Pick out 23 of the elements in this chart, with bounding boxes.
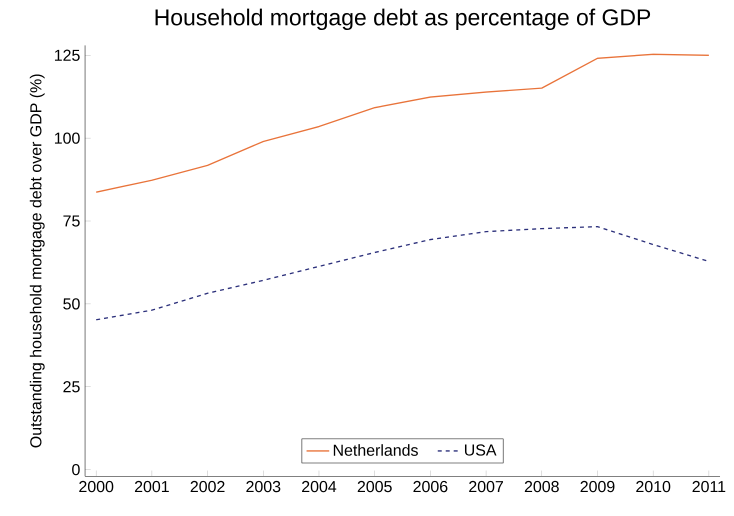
y-tick-label: 0 bbox=[72, 464, 80, 476]
y-tick-label: 25 bbox=[63, 381, 80, 392]
line-series bbox=[96, 54, 710, 193]
y-tick-label: 75 bbox=[63, 216, 80, 227]
x-tick-label: 2010 bbox=[636, 480, 670, 492]
legend-label: USA bbox=[464, 444, 496, 456]
x-tick-label: 2007 bbox=[469, 480, 503, 492]
y-tick-label: 50 bbox=[63, 298, 80, 310]
x-tick-label: 2005 bbox=[358, 480, 392, 492]
x-tick-label: 2001 bbox=[134, 480, 169, 492]
x-tick-label: 2009 bbox=[580, 480, 614, 492]
x-tick-label: 2002 bbox=[190, 480, 225, 492]
y-axis-title: Outstanding household mortgage debt over GDP (%) bbox=[30, 74, 45, 448]
x-tick-label: 2000 bbox=[79, 480, 114, 492]
chart-title: Household mortgage debt as percentage of GDP bbox=[156, 8, 650, 30]
x-tick-label: 2006 bbox=[413, 480, 448, 492]
x-tick-label: 2004 bbox=[302, 480, 336, 492]
y-tick-label: 100 bbox=[54, 132, 80, 144]
legend-label: Netherlands bbox=[334, 444, 418, 456]
y-tick-label: 125 bbox=[54, 50, 80, 61]
x-tick-label: 2003 bbox=[246, 480, 280, 492]
x-tick-label: 2011 bbox=[692, 480, 726, 492]
x-tick-label: 2008 bbox=[524, 480, 559, 492]
